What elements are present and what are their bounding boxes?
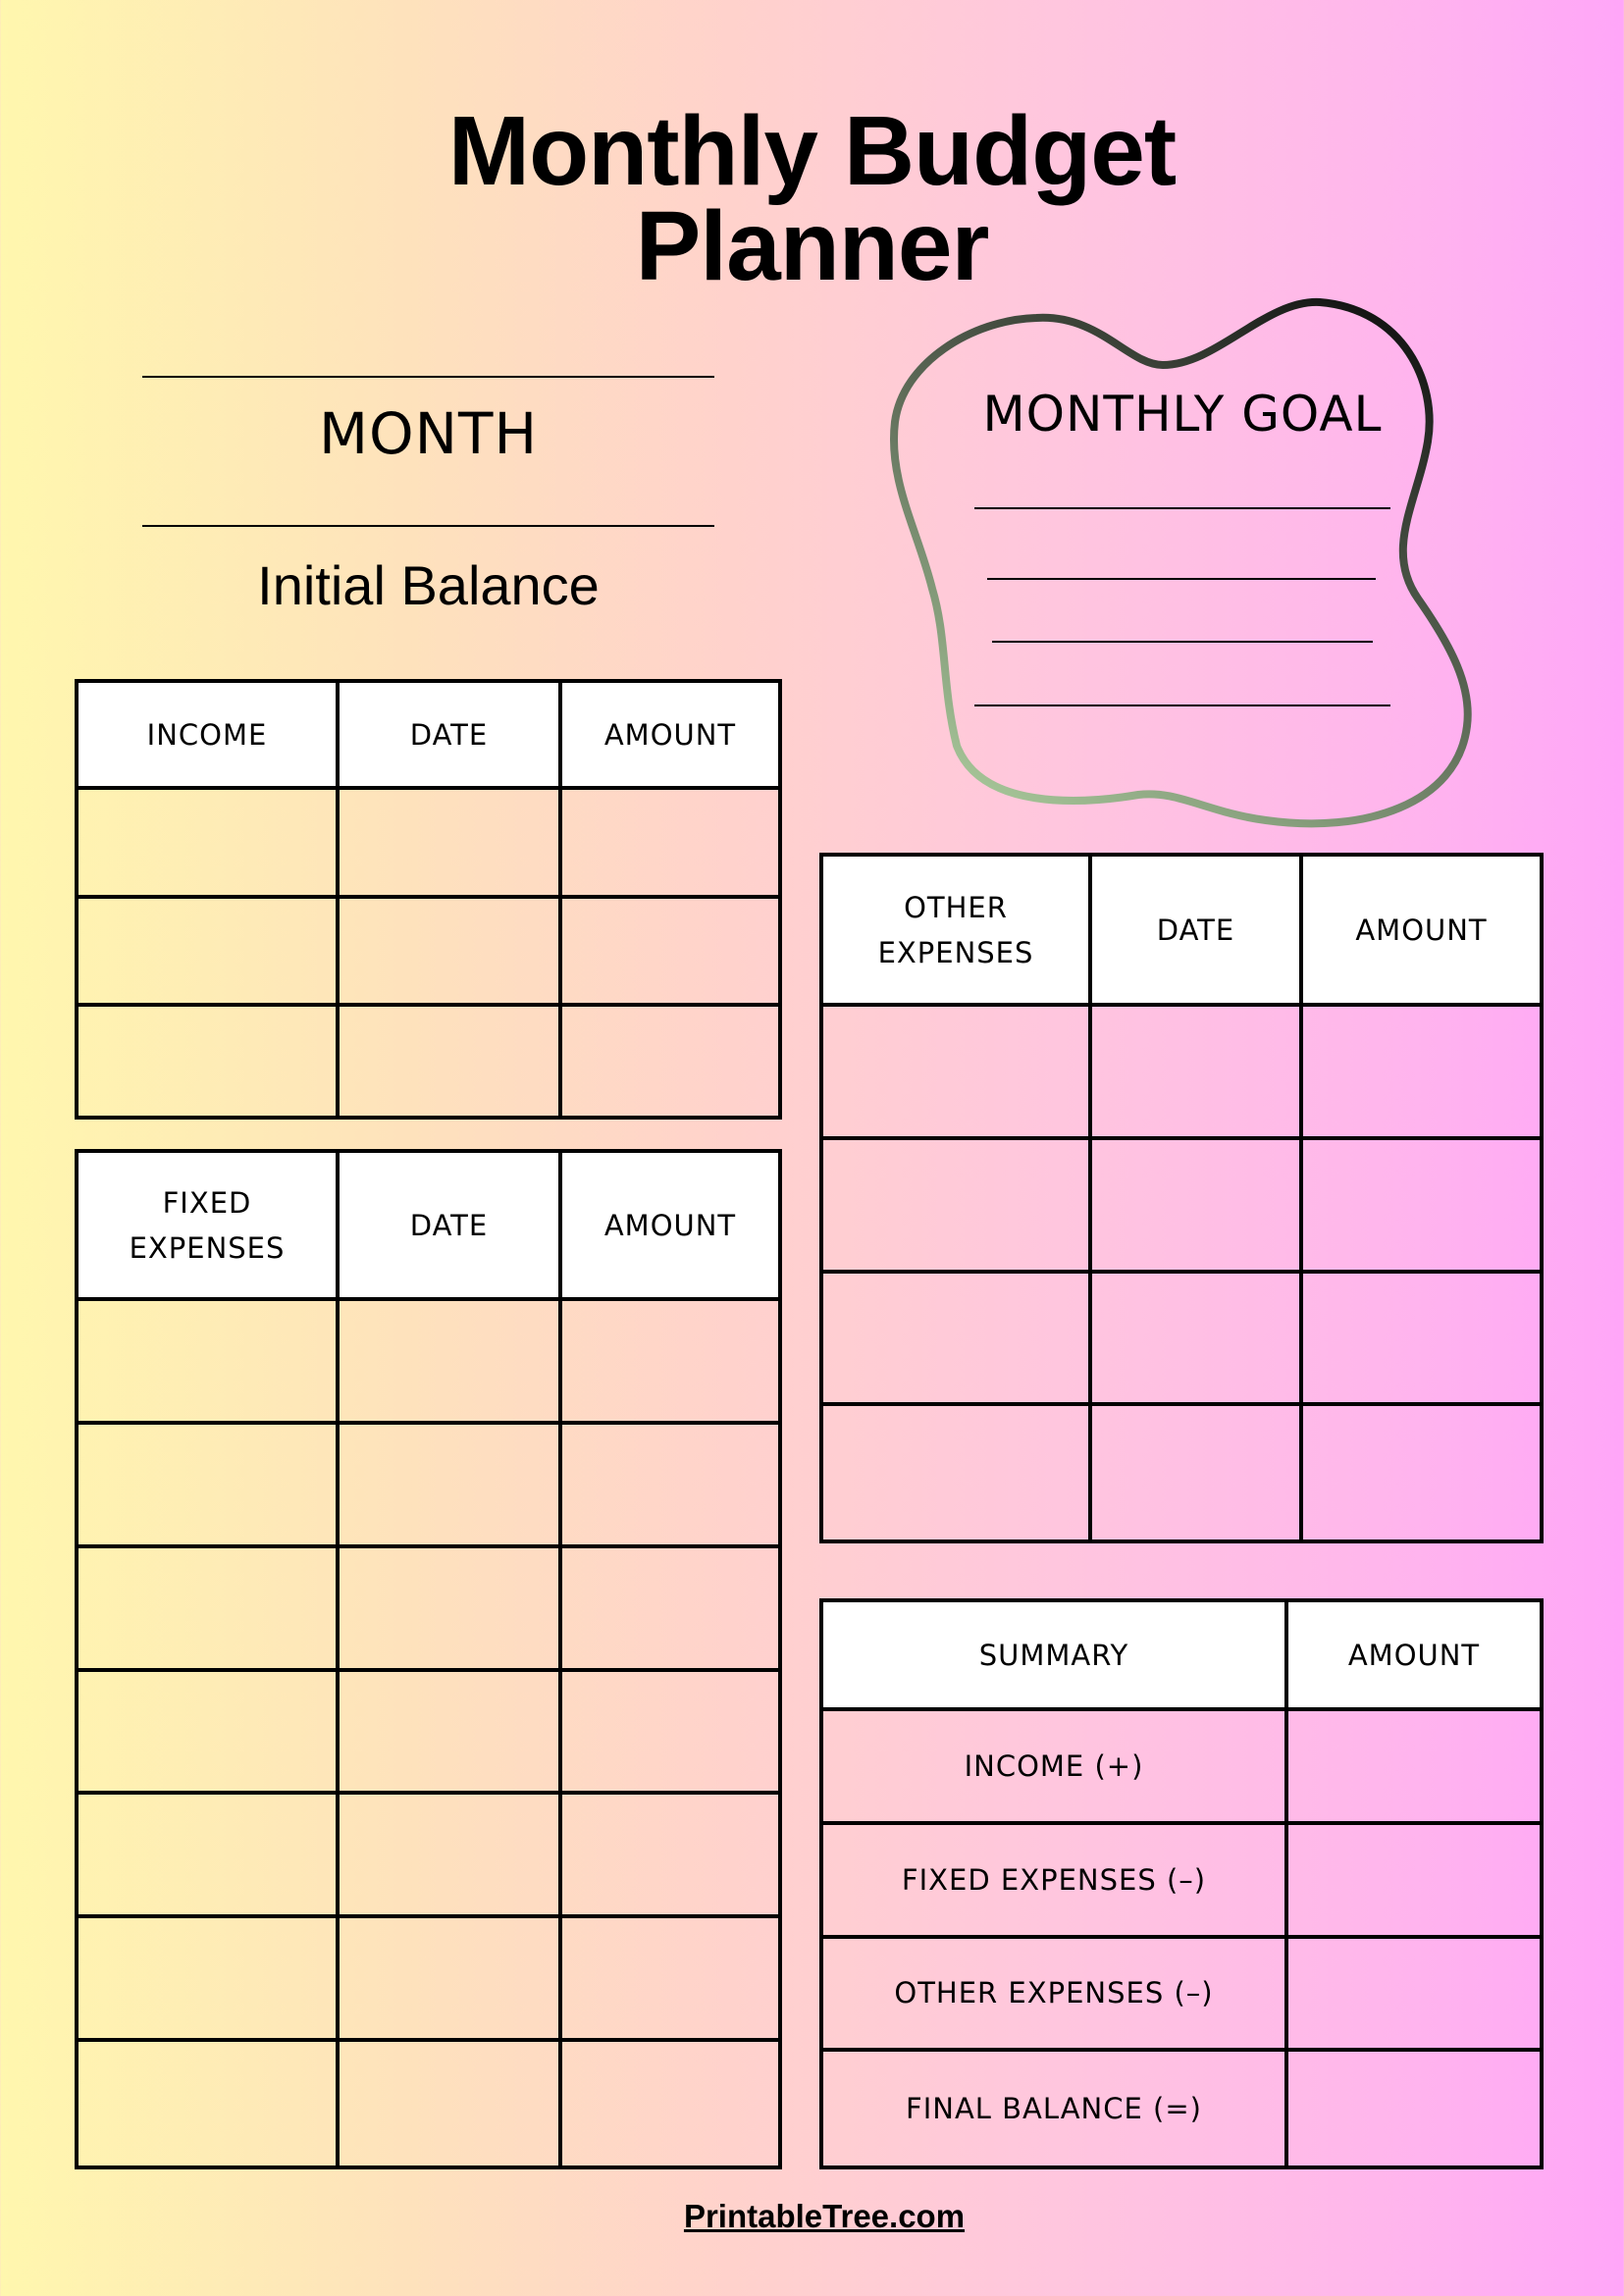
header-cell: AMOUNT xyxy=(562,683,778,790)
entry-cell[interactable] xyxy=(79,790,340,899)
entry-cell[interactable] xyxy=(1303,1140,1540,1274)
entry-cell[interactable] xyxy=(562,1795,778,1919)
entry-cell[interactable] xyxy=(823,1273,1092,1407)
header-cell: AMOUNT xyxy=(562,1153,778,1301)
header-cell: DATE xyxy=(1092,857,1303,1007)
entry-cell[interactable] xyxy=(823,1406,1092,1539)
footer-website-link[interactable]: PrintableTree.com xyxy=(683,2198,966,2234)
summary-row-label: OTHER EXPENSES (–) xyxy=(823,1938,1288,2053)
entry-cell[interactable] xyxy=(340,1301,562,1425)
entry-cell[interactable] xyxy=(79,1671,340,1796)
entry-cell[interactable] xyxy=(562,1548,778,1672)
entry-cell[interactable] xyxy=(1092,1007,1303,1140)
entry-cell[interactable] xyxy=(340,1671,562,1796)
header-cell: AMOUNT xyxy=(1303,857,1540,1007)
page-title-line-1: Monthly Budget xyxy=(447,96,1177,206)
monthly-goal-label: MONTHLY GOAL xyxy=(982,386,1383,443)
entry-cell[interactable] xyxy=(562,899,778,1008)
header-cell: INCOME xyxy=(79,683,340,790)
entry-cell[interactable] xyxy=(562,790,778,899)
summary-row-label: FINAL BALANCE (=) xyxy=(823,2052,1288,2166)
goal-blob-outline xyxy=(890,297,1472,828)
entry-cell[interactable] xyxy=(1092,1273,1303,1407)
entry-cell[interactable] xyxy=(79,1795,340,1919)
entry-cell[interactable] xyxy=(340,1795,562,1919)
entry-cell[interactable] xyxy=(562,2042,778,2166)
entry-cell[interactable] xyxy=(1303,1007,1540,1140)
entry-cell[interactable] xyxy=(1303,1274,1540,1407)
summary-row-label: FIXED EXPENSES (–) xyxy=(823,1824,1288,1939)
entry-cell[interactable] xyxy=(79,1424,340,1548)
entry-cell[interactable] xyxy=(1092,1406,1303,1539)
entry-cell[interactable] xyxy=(562,1301,778,1425)
header-cell: DATE xyxy=(340,1153,562,1301)
header-cell: DATE xyxy=(340,683,562,790)
page-title-line-2: Planner xyxy=(635,191,990,301)
entry-cell[interactable] xyxy=(823,1139,1092,1274)
entry-cell[interactable] xyxy=(1288,2052,1540,2166)
entry-cell[interactable] xyxy=(340,790,562,899)
initial-balance-label: Initial Balance xyxy=(257,554,600,616)
entry-cell[interactable] xyxy=(340,898,562,1008)
entry-cell[interactable] xyxy=(340,2042,562,2166)
entry-cell[interactable] xyxy=(562,1918,778,2043)
entry-cell[interactable] xyxy=(79,1301,340,1425)
entry-cell[interactable] xyxy=(1288,1711,1540,1825)
header-cell: AMOUNT xyxy=(1288,1602,1540,1711)
summary-row-label: INCOME (+) xyxy=(823,1711,1288,1825)
month-top-rule xyxy=(142,376,714,378)
entry-cell[interactable] xyxy=(340,1918,562,2043)
other-expenses-table: OTHER EXPENSES DATE AMOUNT xyxy=(819,853,1544,1543)
month-bottom-rule xyxy=(142,525,714,527)
entry-cell[interactable] xyxy=(562,1007,778,1116)
summary-table: SUMMARY AMOUNT INCOME (+) FIXED EXPENSES (–… xyxy=(819,1598,1544,2169)
entry-cell[interactable] xyxy=(79,2042,340,2166)
entry-cell[interactable] xyxy=(79,898,340,1008)
month-label: MONTH xyxy=(318,400,539,467)
entry-cell[interactable] xyxy=(340,1547,562,1672)
fixed-expenses-table: FIXED EXPENSES DATE AMOUNT xyxy=(75,1149,782,2169)
entry-cell[interactable] xyxy=(1288,1939,1540,2053)
header-cell: SUMMARY xyxy=(823,1602,1288,1711)
entry-cell[interactable] xyxy=(1288,1825,1540,1939)
entry-cell[interactable] xyxy=(340,1007,562,1116)
entry-cell[interactable] xyxy=(340,1424,562,1548)
entry-cell[interactable] xyxy=(79,1007,340,1116)
header-cell: FIXED EXPENSES xyxy=(79,1153,340,1301)
entry-cell[interactable] xyxy=(562,1672,778,1796)
header-cell: OTHER EXPENSES xyxy=(823,857,1092,1007)
entry-cell[interactable] xyxy=(1303,1406,1540,1539)
entry-cell[interactable] xyxy=(1092,1139,1303,1274)
entry-cell[interactable] xyxy=(562,1425,778,1548)
income-table: INCOME DATE AMOUNT xyxy=(75,679,782,1120)
entry-cell[interactable] xyxy=(79,1547,340,1672)
entry-cell[interactable] xyxy=(79,1918,340,2043)
entry-cell[interactable] xyxy=(823,1007,1092,1140)
